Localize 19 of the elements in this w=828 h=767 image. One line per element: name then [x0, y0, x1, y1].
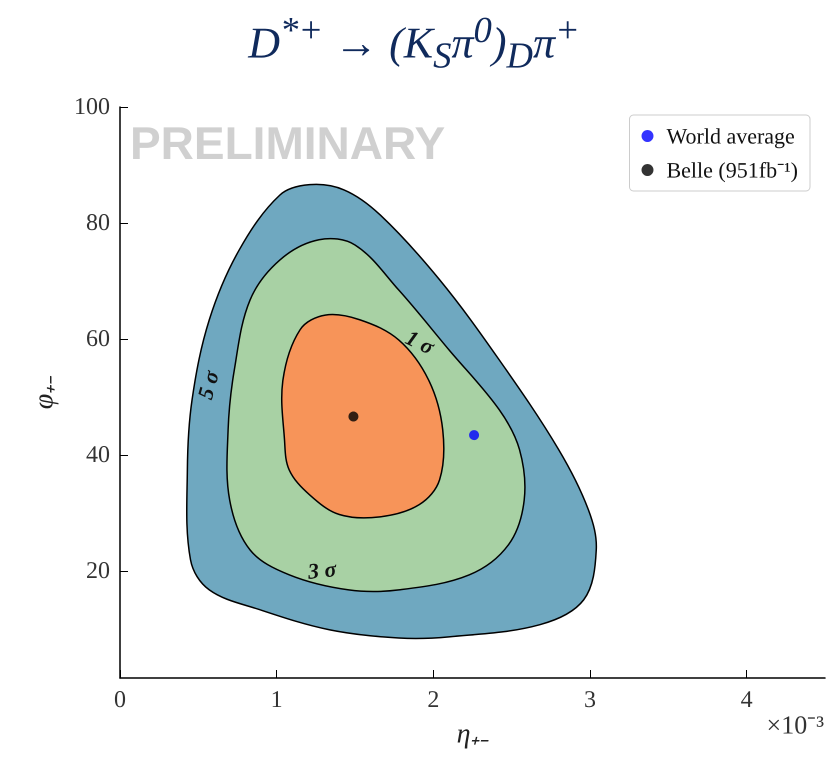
- x-axis-title: η₊₋: [456, 718, 490, 750]
- chart-title: D$^{*+}$ → (K$_{S}$π$^{0}$)$_{D}$π$^{+}$: [248, 9, 580, 76]
- text: ×10⁻³: [766, 710, 824, 740]
- annotation: 1 σ: [402, 324, 440, 360]
- x-tick-label: 0: [114, 687, 126, 713]
- x-tick-label: 3: [584, 687, 596, 713]
- y-tick-label: 20: [86, 558, 110, 584]
- y-tick-label: 40: [86, 442, 110, 468]
- legend-label: World average: [666, 124, 795, 148]
- x-tick-label: 2: [427, 687, 440, 713]
- annotation: 5 σ: [192, 366, 224, 402]
- annotation: 3 σ: [306, 556, 338, 584]
- x-tick-label: 1: [270, 687, 283, 713]
- x-tick-label: 4: [740, 687, 753, 713]
- y-axis-title: φ₊₋: [28, 374, 60, 410]
- y-tick-label: 80: [86, 210, 110, 236]
- y-tick-label: 60: [86, 326, 110, 352]
- legend-label: Belle (951fb⁻¹): [666, 158, 798, 182]
- y-tick-label: 100: [74, 94, 110, 120]
